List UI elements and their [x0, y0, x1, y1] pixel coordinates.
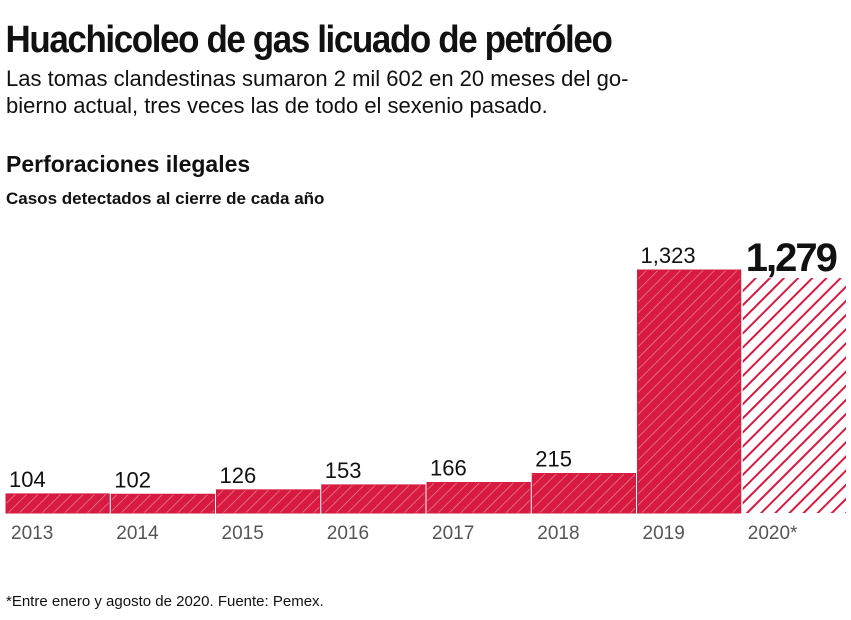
x-tick-label: 2017 — [432, 523, 474, 544]
bar — [321, 484, 426, 514]
value-label: 126 — [220, 463, 257, 488]
x-tick-label: 2016 — [327, 523, 369, 544]
x-tick-label: 2015 — [222, 523, 264, 544]
value-label: 102 — [114, 467, 151, 492]
footnote: *Entre enero y agosto de 2020. Fuente: P… — [6, 593, 324, 610]
bar — [742, 278, 846, 513]
bar — [426, 482, 531, 514]
subtitle: bierno actual, tres veces las de todo el… — [6, 93, 548, 118]
x-tick-label: 2014 — [116, 523, 159, 544]
value-label: 104 — [9, 467, 46, 492]
bar — [5, 493, 110, 514]
value-label: 1,279 — [746, 236, 837, 280]
title: Huachicoleo de gas licuado de petróleo — [6, 18, 612, 61]
bar — [531, 473, 636, 514]
value-label: 153 — [325, 458, 362, 483]
value-label: 215 — [535, 447, 572, 472]
subtitle: Las tomas clandestinas sumaron 2 mil 602… — [6, 66, 628, 91]
chart-subtitle: Casos detectados al cierre de cada año — [6, 189, 324, 208]
x-tick-label: 2013 — [11, 523, 53, 544]
x-tick-label: 2019 — [643, 523, 685, 544]
bar — [216, 489, 321, 514]
value-label: 1,323 — [641, 243, 696, 268]
value-label: 166 — [430, 456, 467, 481]
chart-title: Perforaciones ilegales — [6, 151, 250, 177]
x-tick-label: 2018 — [537, 523, 579, 544]
bar — [110, 493, 215, 514]
bar — [637, 269, 742, 514]
x-tick-label: 2020* — [748, 523, 798, 544]
